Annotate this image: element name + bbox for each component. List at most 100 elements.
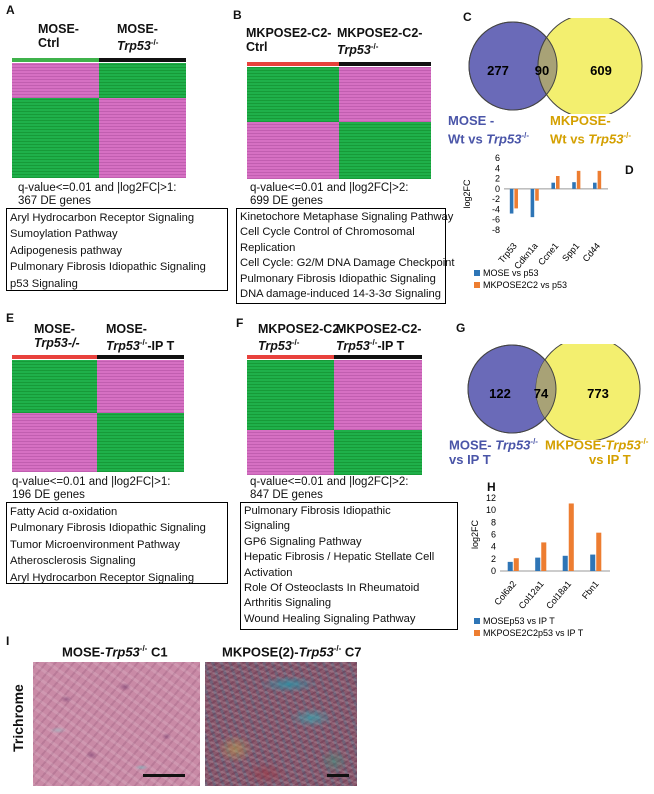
group-f-1: MKPOSE2-C2- Trp53-/-	[258, 322, 343, 353]
caption-a: q-value<=0.01 and |log2FC|>1: 367 DE gen…	[18, 182, 176, 208]
y-tick-label: 12	[486, 493, 496, 503]
bar-mkpose2c2-vs-p53-spp1	[576, 170, 581, 189]
category-label: Col12a1	[517, 579, 546, 611]
bar-mkpose2c2-vs-p53-cdkn1a	[535, 188, 539, 201]
pathway-item: Signaling	[244, 520, 291, 533]
pathway-item: Pulmonary Fibrosis Idiopathic Signaling	[10, 261, 206, 274]
panel-label-h: H	[487, 480, 496, 494]
pathway-item: Kinetochore Metaphase Signaling Pathway	[240, 211, 454, 223]
group-e-1-line1: MOSE-	[34, 322, 75, 336]
micrograph-right-title-italic: Trp53	[298, 644, 334, 660]
pathway-item: Hepatic Fibrosis / Hepatic Stellate Cell	[244, 551, 435, 564]
venn-g-right-line1: MKPOSE-	[545, 437, 606, 453]
y-axis-label: log2FC	[462, 179, 472, 209]
group-bar-b-1	[247, 62, 339, 66]
panel-label-e: E	[6, 311, 15, 325]
criteria-f: q-value<=0.01 and |log2FC|>2:	[250, 476, 409, 488]
group-f-2-italic: Trp53	[336, 339, 370, 354]
group-e-1-line2: Trp53-/-	[34, 336, 80, 350]
scale-bar	[143, 774, 185, 777]
bar-mkpose2c2p53-vs-ip-t-col6a2	[513, 558, 519, 571]
category-label: Ccne1	[536, 241, 560, 267]
pathway-item: Pulmonary Fibrosis Idiopathic Signaling	[240, 272, 436, 285]
bar-mosep53-vs-ip-t-col12a1	[535, 557, 541, 571]
side-label-trichrome: Trichrome	[10, 684, 26, 752]
venn-c-left-count: 277	[487, 63, 509, 78]
venn-c-left-italic: Trp53	[486, 131, 522, 147]
group-bar-e-1	[12, 355, 97, 359]
panel-label-i: I	[6, 634, 10, 648]
legend-swatch	[474, 282, 480, 288]
venn-c-right-label: MKPOSE- Wt vs Trp53-/-	[550, 113, 631, 146]
y-tick-label: -2	[492, 194, 500, 204]
venn-g-right-italic: Trp53	[605, 437, 641, 453]
legend-swatch	[474, 270, 480, 276]
group-a-ctrl-line2: Ctrl	[38, 36, 60, 50]
micrograph-left-title: MOSE-Trp53-/- C1	[62, 642, 168, 659]
pathway-item: Aryl Hydrocarbon Receptor Signaling	[10, 212, 195, 224]
heatmap-a	[12, 63, 186, 178]
heatmap-e	[12, 360, 184, 472]
group-e-2: MOSE- Trp53-/--IP T	[106, 322, 174, 353]
group-a-trp53-sup: -/-	[150, 38, 159, 47]
venn-c-left-sup: -/-	[521, 131, 530, 140]
pathway-item: Replication	[240, 241, 296, 254]
venn-c-right-line2: Wt vs	[550, 131, 589, 147]
venn-g-right-label: MKPOSE-Trp53-/- vs IP T	[545, 434, 648, 467]
group-e-1: MOSE- Trp53-/-	[34, 322, 80, 350]
venn-g-right-sup: -/-	[640, 437, 649, 446]
venn-c-right-italic: Trp53	[588, 131, 624, 147]
micrograph-right-title-sup: -/-	[333, 644, 342, 653]
pathway-item: Pulmonary Fibrosis Idiopathic	[244, 505, 391, 517]
bar-mose-vs-p53-cd44	[593, 182, 597, 189]
bar-mosep53-vs-ip-t-fbn1	[590, 554, 596, 571]
pathway-item: Atherosclerosis Signaling	[10, 555, 136, 568]
group-e-2-line1: MOSE-	[106, 322, 147, 336]
legend-label: MOSEp53 vs IP T	[483, 616, 555, 626]
pathway-item: Fatty Acid α-oxidation	[10, 506, 118, 518]
legend-swatch	[474, 630, 480, 636]
venn-c-overlap	[537, 22, 557, 110]
genes-a: 367 DE genes	[18, 195, 91, 207]
y-tick-label: 2	[491, 554, 496, 564]
pathway-item: Arthritis Signaling	[244, 597, 332, 610]
venn-g-left-line2: vs IP T	[449, 452, 491, 468]
group-b-ctrl-line1: MKPOSE2-C2-	[246, 26, 332, 40]
category-label: Col6a2	[492, 579, 518, 607]
legend-label: MKPOSE2C2 vs p53	[483, 280, 567, 290]
venn-c-right-count: 609	[590, 63, 612, 78]
bar-mosep53-vs-ip-t-col6a2	[507, 561, 513, 571]
group-a-trp53-italic: Trp53	[117, 39, 151, 54]
group-bar-a-1	[12, 58, 99, 62]
legend-label: MKPOSE2C2p53 vs IP T	[483, 628, 584, 638]
genes-b: 699 DE genes	[250, 195, 323, 207]
group-a-ctrl-line1: MOSE-	[38, 22, 79, 36]
heatmap-b	[247, 67, 431, 179]
group-b-ctrl-line2: Ctrl	[246, 40, 268, 54]
bar-mkpose2c2-vs-p53-cd44	[597, 170, 602, 189]
bar-mkpose2c2p53-vs-ip-t-col12a1	[541, 542, 547, 571]
group-e-2-sup: -/-	[139, 338, 148, 347]
caption-e: q-value<=0.01 and |log2FC|>1: 196 DE gen…	[12, 476, 170, 502]
group-e-2-suffix: -IP T	[147, 339, 175, 354]
micrograph-left-title-prefix: MOSE-	[62, 644, 105, 660]
group-bar-b-2	[339, 62, 431, 66]
y-tick-label: -4	[492, 204, 500, 214]
pathway-item: Role Of Osteoclasts In Rheumatoid	[244, 582, 420, 595]
y-tick-label: 0	[495, 184, 500, 194]
panel-label-g: G	[456, 321, 466, 335]
pathway-item: Adipogenesis pathway	[10, 244, 122, 257]
venn-g-left-sup: -/-	[530, 437, 538, 446]
pathway-box-b: Kinetochore Metaphase Signaling Pathway …	[236, 208, 455, 304]
micrograph-right-title: MKPOSE(2)-Trp53-/- C7	[222, 642, 362, 659]
venn-c-overlap-count: 90	[535, 63, 549, 78]
bar-mose-vs-p53-trp53	[509, 188, 514, 214]
y-tick-label: 6	[495, 153, 500, 163]
y-tick-label: -6	[492, 215, 500, 225]
group-f-2-suffix: -IP T	[377, 339, 405, 354]
group-f-1-line1: MKPOSE2-C2-	[258, 322, 344, 336]
pathway-box-a: Aryl Hydrocarbon Receptor Signaling Sumo…	[6, 208, 228, 291]
genes-f: 847 DE genes	[250, 489, 323, 501]
caption-b: q-value<=0.01 and |log2FC|>2: 699 DE gen…	[250, 182, 408, 208]
group-b-ctrl: MKPOSE2-C2- Ctrl	[246, 26, 331, 54]
